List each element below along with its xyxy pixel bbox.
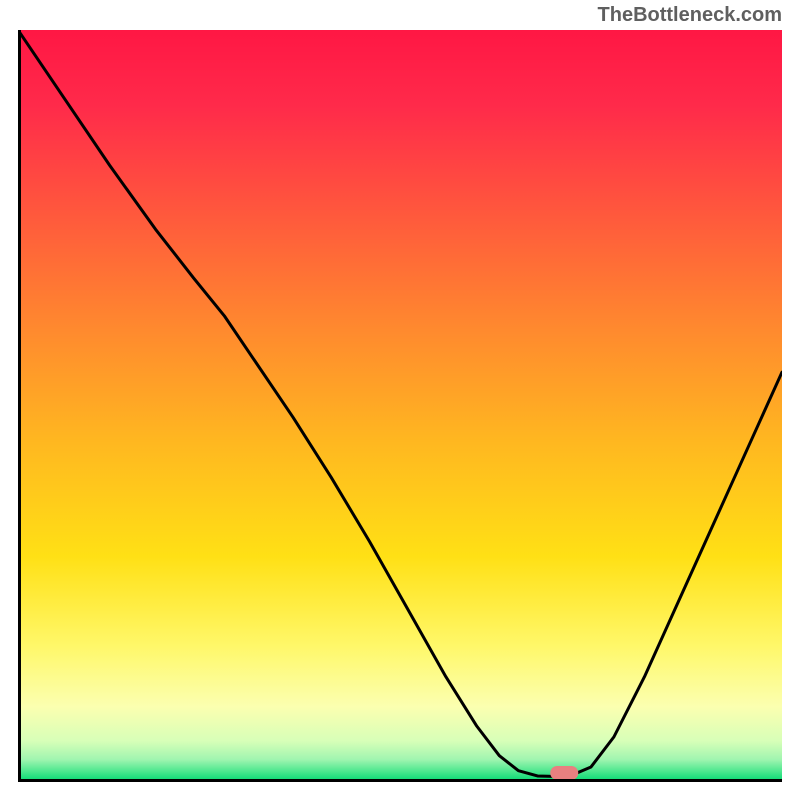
chart-svg [18,30,782,782]
watermark-text: TheBottleneck.com [598,4,782,27]
bottleneck-chart [18,30,782,782]
y-axis [18,30,21,782]
optimum-marker [550,766,578,780]
x-axis [18,779,782,782]
chart-background [18,30,782,782]
